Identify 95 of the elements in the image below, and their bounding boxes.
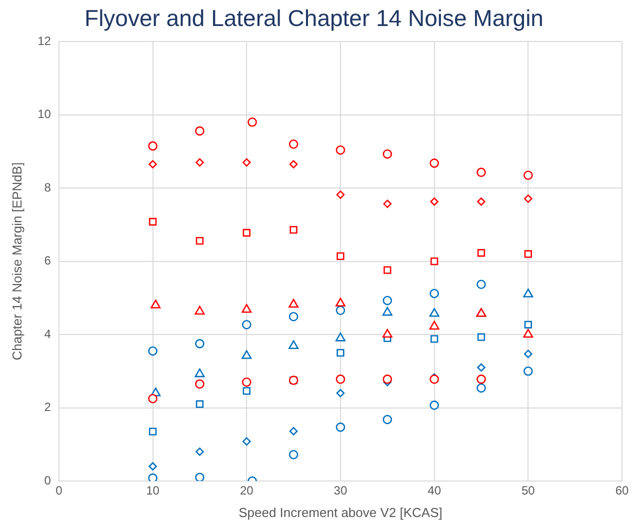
point [476,280,486,290]
y-axis-title: Chapter 14 Noise Margin [EPNdB] [9,162,24,360]
point [429,320,440,330]
point [382,414,392,424]
y-tick-label: 10 [38,107,52,122]
y-tick-label: 12 [38,34,52,48]
point [430,257,438,266]
point [477,333,486,341]
point [289,427,298,436]
x-tick-label: 20 [240,484,254,498]
point [288,312,298,322]
point [195,379,204,389]
point [150,300,161,308]
point [382,306,392,316]
point [196,236,204,245]
point [289,160,298,168]
x-tick-label: 60 [615,484,629,498]
point [148,160,157,168]
point [242,387,250,395]
y-tick-label: 4 [44,326,52,341]
x-tick-label: 10 [146,484,160,498]
point [430,288,439,298]
point [477,197,486,206]
point [336,349,344,357]
point [288,450,298,460]
point [384,266,392,274]
point [194,368,205,378]
x-tick-label: 40 [428,484,442,498]
point [336,190,345,199]
point [242,304,252,313]
point [148,141,158,151]
point [476,168,486,177]
point [476,374,486,384]
point [194,306,205,315]
point [382,296,392,306]
point [523,288,534,298]
point [430,335,438,343]
point [476,383,486,393]
point [195,126,204,136]
chart-title: Flyover and Lateral Chapter 14 Noise Margin [84,5,544,32]
point [148,346,158,356]
x-tick-label: 30 [334,484,348,498]
point [382,374,392,384]
x-axis-title: Speed Increment above V2 [KCAS] [238,504,442,520]
point [429,308,440,317]
point [288,298,299,308]
y-tick-label: 2 [44,400,52,414]
point [524,194,532,203]
point [242,320,252,330]
point [290,226,298,234]
point [288,340,299,350]
point [336,374,346,384]
point [430,400,439,410]
point [242,377,252,387]
point [477,363,486,372]
point [196,158,204,167]
point [382,328,392,338]
point [524,350,532,358]
point [288,139,298,149]
point [196,448,204,456]
y-tick-label: 6 [44,254,52,268]
x-tick-label: 50 [521,484,536,498]
point [335,298,346,307]
point [148,462,157,471]
point [430,197,438,206]
point [430,158,439,168]
y-tick-label: 0 [44,473,52,488]
point [524,250,532,258]
point [524,366,533,376]
point [242,437,251,446]
point [336,252,344,260]
point [148,428,157,436]
point [477,249,486,257]
point [248,118,257,127]
point [336,388,345,398]
point [336,306,346,316]
point [336,422,346,432]
point [242,158,251,167]
point [148,218,157,226]
point [382,149,392,159]
point [195,472,204,481]
point [242,228,250,237]
point [524,320,532,328]
point [383,200,392,208]
point [524,170,533,180]
point [335,332,346,342]
point [196,400,204,408]
point [336,145,346,155]
x-tick-label: 0 [56,484,63,498]
point [242,350,252,359]
point [148,473,158,481]
point [195,339,204,348]
point [523,328,534,338]
y-tick-label: 8 [44,180,52,194]
point [148,394,158,404]
